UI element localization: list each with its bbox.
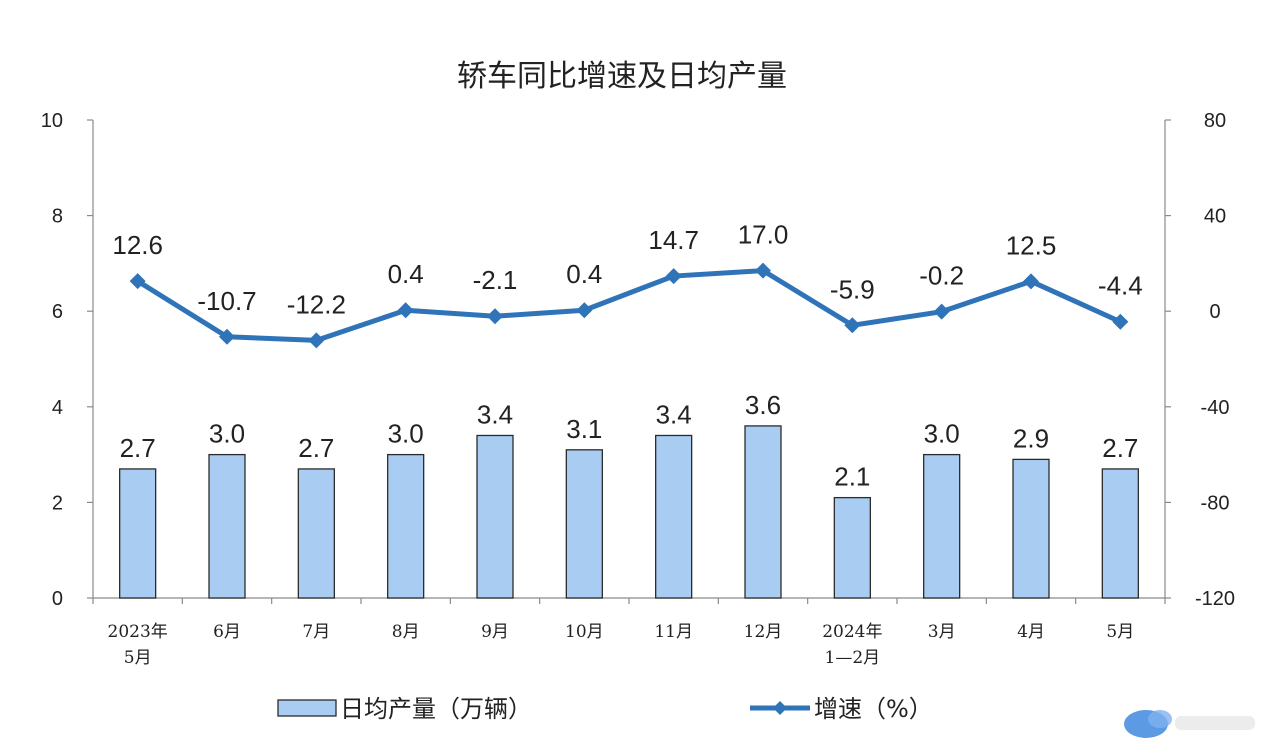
line-marker <box>576 302 593 319</box>
line-marker <box>755 262 771 279</box>
chart-title: 轿车同比增速及日均产量 <box>457 59 787 94</box>
x-axis: 2023年 5月 6月 7月 8月 9月 10月 11月 12月 2024年 1—2月 3月 4月 5月 <box>92 597 1166 668</box>
line-data-label: -0.2 <box>919 261 964 291</box>
line-data-label: 17.0 <box>738 220 789 250</box>
watermark-text-block <box>1175 716 1255 730</box>
bar <box>833 496 871 599</box>
right-axis-tick-label: 80 <box>1204 110 1226 132</box>
right-axis-tick-label: -120 <box>1195 588 1235 610</box>
line-data-label: -12.2 <box>287 289 346 319</box>
line-marker <box>665 268 682 285</box>
bar <box>119 468 157 599</box>
x-axis-category-label: 5月 <box>124 648 152 668</box>
line-data-label: 12.6 <box>112 230 163 260</box>
x-axis-category-label: 11月 <box>654 622 693 642</box>
line-data-labels: 12.6 -10.7 -12.2 0.4 -2.1 0.4 14.7 17.0 -5.9 -0.2… <box>112 220 1142 320</box>
bar-data-label: 3.0 <box>388 419 424 449</box>
right-axis-tick-label: 40 <box>1204 206 1226 228</box>
left-y-axis: 0 2 4 6 8 10 <box>41 110 94 610</box>
x-axis-category-label: 4月 <box>1017 622 1045 642</box>
bar-data-label: 3.6 <box>745 390 781 420</box>
x-axis-category-label: 12月 <box>744 622 783 642</box>
bar <box>297 468 335 599</box>
line-data-label: 0.4 <box>566 259 602 289</box>
line-marker <box>308 332 325 349</box>
line-data-label: -2.1 <box>473 265 518 295</box>
line-marker <box>844 317 861 334</box>
left-axis-tick-label: 8 <box>52 206 63 228</box>
line-marker <box>219 328 235 345</box>
left-axis-tick-label: 4 <box>52 397 63 419</box>
left-axis-tick-label: 6 <box>52 301 63 323</box>
bar <box>1101 468 1139 599</box>
bar <box>744 425 782 599</box>
line-data-label: -10.7 <box>197 286 256 316</box>
line-data-label: 14.7 <box>648 225 699 255</box>
line-data-label: 0.4 <box>388 259 424 289</box>
legend-line-marker <box>773 701 787 715</box>
x-axis-category-label: 1—2月 <box>825 648 881 668</box>
watermark <box>1124 710 1255 738</box>
x-axis-category-label: 5月 <box>1106 622 1134 642</box>
left-axis-tick-label: 2 <box>52 492 63 514</box>
bar-series <box>119 425 1139 599</box>
line-series <box>129 262 1129 349</box>
left-axis-tick-label: 10 <box>41 110 63 132</box>
bar <box>923 453 961 599</box>
bar-data-label: 3.4 <box>477 399 513 429</box>
bar <box>655 434 693 599</box>
legend-bar-swatch <box>277 699 337 717</box>
legend-bar-label: 日均产量（万辆） <box>340 695 532 723</box>
x-axis-category-label: 6月 <box>213 622 241 642</box>
x-axis-category-label: 7月 <box>302 622 330 642</box>
line-marker <box>397 302 414 319</box>
bar <box>208 453 246 599</box>
watermark-logo-highlight <box>1148 710 1172 728</box>
legend-line-label: 增速（%） <box>814 695 933 723</box>
bar-data-label: 2.7 <box>298 433 334 463</box>
line-marker <box>487 308 503 325</box>
line-path <box>136 268 1122 343</box>
x-axis-category-label: 2024年 <box>822 622 882 642</box>
bar <box>476 434 514 599</box>
right-axis-tick-label: 0 <box>1209 301 1220 323</box>
x-axis-category-label: 10月 <box>565 622 604 642</box>
x-axis-category-label: 9月 <box>481 622 509 642</box>
bar-data-label: 3.0 <box>924 419 960 449</box>
x-axis-category-label: 2023年 <box>108 622 168 642</box>
bar-data-labels: 2.7 3.0 2.7 3.0 3.4 3.1 3.4 3.6 2.1 3.0 2.9 2.7 <box>120 390 1139 492</box>
right-y-axis: -120 -80 -40 0 40 80 <box>1164 110 1235 610</box>
bar <box>387 453 425 599</box>
line-data-label: -4.4 <box>1098 271 1143 301</box>
line-data-label: -5.9 <box>830 274 875 304</box>
legend: 日均产量（万辆） 增速（%） <box>277 695 933 723</box>
bar-data-label: 3.0 <box>209 419 245 449</box>
right-axis-tick-label: -80 <box>1201 492 1230 514</box>
bar <box>1012 458 1050 599</box>
x-axis-category-label: 3月 <box>928 622 956 642</box>
left-axis-tick-label: 0 <box>52 588 63 610</box>
bar-data-label: 3.4 <box>656 399 692 429</box>
bar <box>565 449 603 599</box>
bar-data-label: 2.1 <box>834 462 870 492</box>
line-marker <box>1023 273 1039 290</box>
x-axis-category-label: 8月 <box>392 622 420 642</box>
bar-data-label: 2.7 <box>120 433 156 463</box>
right-axis-tick-label: -40 <box>1201 397 1230 419</box>
line-data-label: 12.5 <box>1006 230 1057 260</box>
bar-data-label: 3.1 <box>566 414 602 444</box>
bar-data-label: 2.7 <box>1102 433 1138 463</box>
bar-data-label: 2.9 <box>1013 423 1049 453</box>
line-marker <box>933 303 950 320</box>
line-marker <box>129 273 146 290</box>
line-marker <box>1112 313 1129 330</box>
